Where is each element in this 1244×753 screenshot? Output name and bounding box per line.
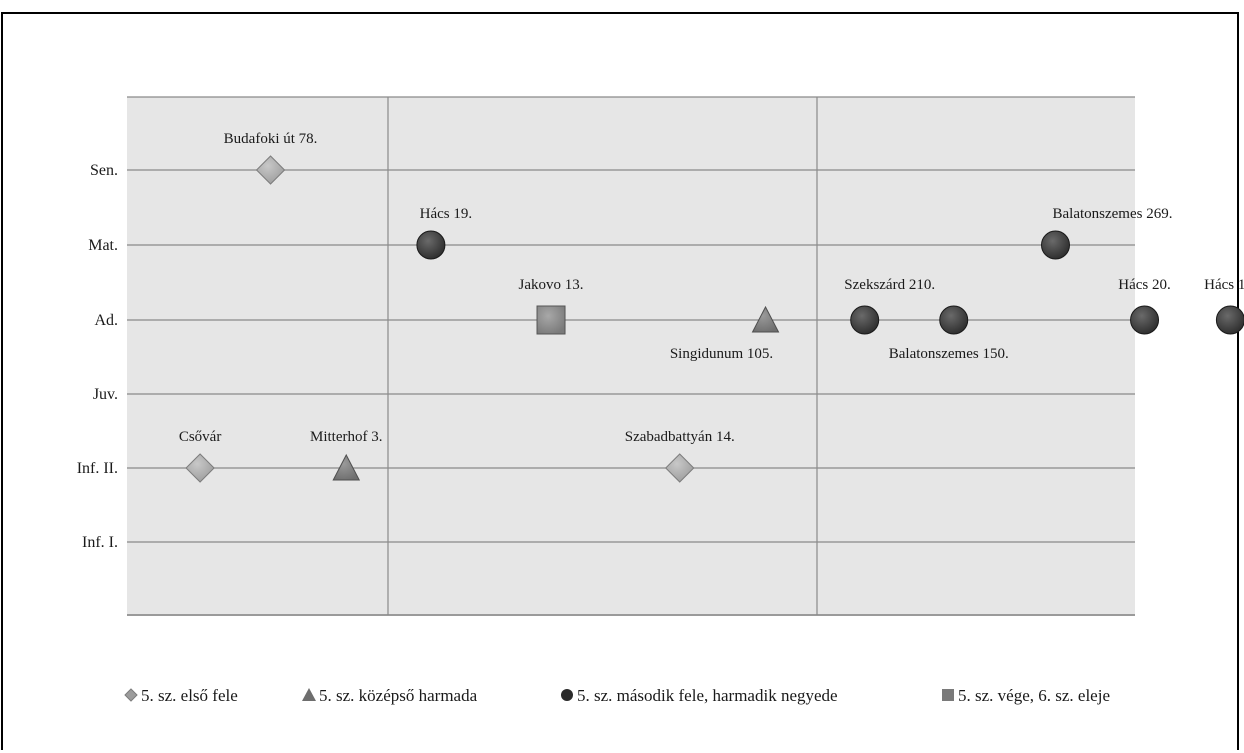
data-point-triangle (332, 453, 361, 481)
data-point-diamond (665, 453, 695, 483)
legend-label: 5. sz. első fele (141, 686, 238, 705)
data-label: Szabadbattyán 14. (625, 429, 735, 445)
legend-label: 5. sz. vége, 6. sz. eleje (958, 686, 1110, 705)
legend-marker-circle (561, 689, 573, 701)
data-point-triangle (751, 305, 780, 333)
data-label: Balatonszemes 150. (889, 346, 1009, 362)
y-tick-label: Inf. I. (82, 534, 118, 551)
legend-marker-square (942, 689, 954, 701)
data-point-circle (416, 230, 446, 260)
y-tick-label: Juv. (93, 386, 118, 403)
data-label: Hács 18. (1204, 277, 1244, 293)
legend-item: 5. sz. vége, 6. sz. eleje (942, 686, 1110, 705)
legend-item: 5. sz. második fele, harmadik negyede (561, 686, 838, 705)
data-label: Mitterhof 3. (310, 429, 383, 445)
chart-frame (1, 12, 1239, 750)
legend-label: 5. sz. középső harmada (319, 686, 478, 705)
data-label: Csővár (179, 429, 222, 445)
data-label: Szekszárd 210. (844, 277, 935, 293)
data-point-circle (1041, 230, 1070, 260)
legend-label: 5. sz. második fele, harmadik negyede (577, 686, 838, 705)
data-point-circle (850, 305, 880, 335)
data-point-circle (1130, 305, 1160, 335)
data-point-diamond (255, 155, 286, 185)
data-point-circle (1215, 305, 1244, 335)
data-point-square (536, 305, 566, 335)
legend-item: 5. sz. középső harmada (302, 686, 478, 705)
plot-area (127, 97, 1135, 615)
y-tick-label: Mat. (88, 237, 118, 254)
data-label: Budafoki út 78. (224, 131, 318, 147)
y-tick-label: Ad. (94, 312, 118, 329)
data-label: Singidunum 105. (670, 346, 773, 362)
data-label: Jakovo 13. (519, 277, 584, 293)
legend-marker-diamond (124, 688, 138, 702)
data-point-diamond (185, 453, 215, 483)
legend-item: 5. sz. első fele (124, 686, 238, 705)
data-label: Balatonszemes 269. (1053, 206, 1173, 222)
data-point-circle (939, 305, 969, 335)
y-tick-label: Sen. (90, 162, 118, 179)
data-label: Hács 19. (420, 206, 473, 222)
data-label: Hács 20. (1118, 277, 1171, 293)
legend-marker-triangle (302, 688, 316, 701)
y-tick-label: Inf. II. (77, 460, 118, 477)
